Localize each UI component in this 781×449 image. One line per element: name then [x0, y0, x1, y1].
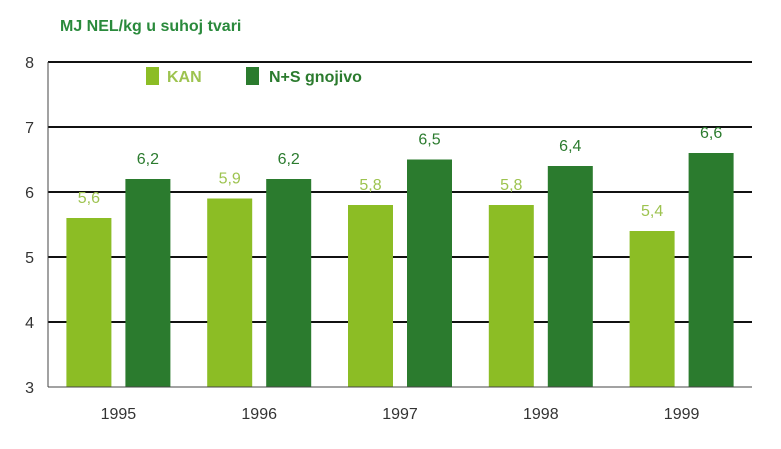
data-label-ns: 6,5	[418, 132, 440, 149]
x-axis-ticks: 1995 1996 1997 1998 1999	[101, 406, 700, 423]
x-tick-label: 1998	[523, 406, 559, 423]
x-tick-label: 1999	[664, 406, 700, 423]
bar-ns	[688, 153, 734, 387]
data-label-ns: 6,2	[137, 151, 159, 168]
bar-ns	[125, 179, 171, 387]
bar-kan	[207, 198, 253, 387]
legend: KAN N+S gnojivo	[146, 67, 362, 86]
legend-label-kan: KAN	[167, 69, 202, 86]
y-tick-label: 3	[25, 380, 34, 397]
bar-kan	[348, 205, 393, 387]
bar-kan	[488, 205, 534, 387]
data-label-kan: 5,6	[78, 190, 100, 207]
bar-ns	[547, 166, 593, 387]
data-label-kan: 5,9	[219, 171, 241, 188]
bar-ns	[407, 159, 452, 387]
data-label-ns: 6,4	[559, 138, 581, 155]
y-tick-label: 8	[25, 55, 34, 72]
y-axis-ticks: 3 4 5 6 7 8	[25, 55, 34, 397]
y-tick-label: 7	[25, 120, 34, 137]
x-tick-label: 1996	[241, 406, 277, 423]
data-label-ns: 6,6	[700, 125, 722, 142]
bar-kan	[66, 218, 112, 387]
x-tick-label: 1997	[382, 406, 418, 423]
data-label-kan: 5,8	[500, 177, 522, 194]
bar-ns	[266, 179, 312, 387]
y-axis-title: MJ NEL/kg u suhoj tvari	[60, 18, 241, 35]
y-tick-label: 6	[25, 185, 34, 202]
data-label-ns: 6,2	[278, 151, 300, 168]
bars	[66, 153, 734, 387]
y-tick-label: 4	[25, 315, 34, 332]
data-labels: 5,6 6,2 5,9 6,2 5,8 6,5 5,8 6,4 5,4 6,6	[78, 125, 723, 220]
x-tick-label: 1995	[101, 406, 137, 423]
legend-swatch-ns	[246, 67, 259, 85]
data-label-kan: 5,4	[641, 203, 663, 220]
legend-swatch-kan	[146, 67, 159, 85]
data-label-kan: 5,8	[359, 177, 381, 194]
y-tick-label: 5	[25, 250, 34, 267]
bar-kan	[629, 231, 675, 387]
legend-label-ns: N+S gnojivo	[269, 69, 362, 86]
